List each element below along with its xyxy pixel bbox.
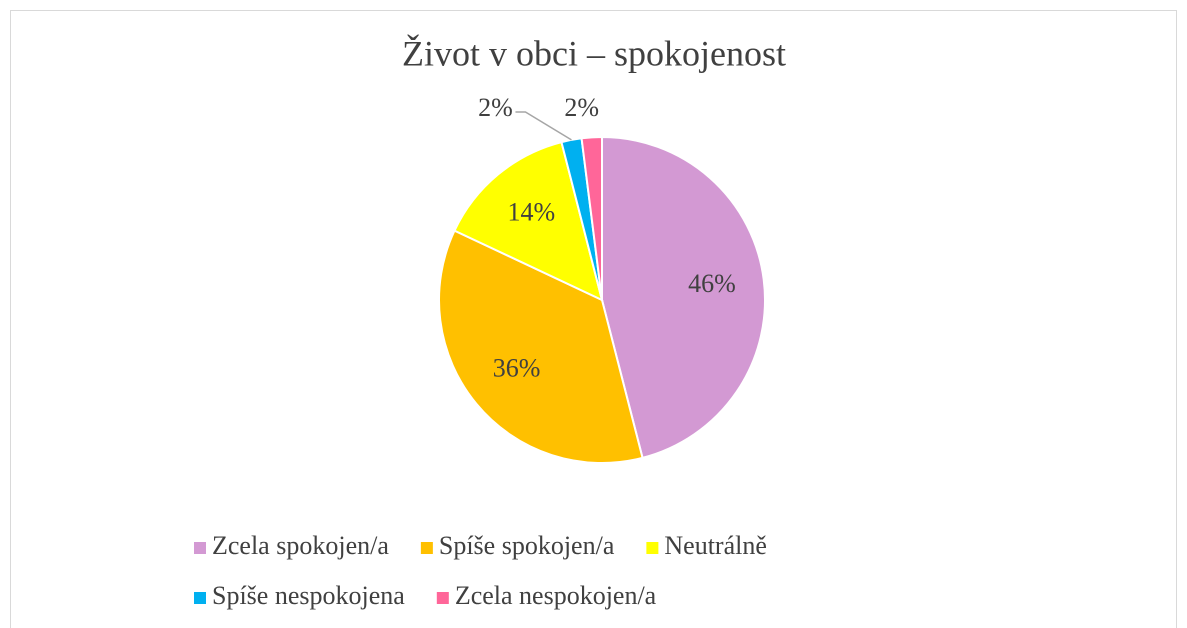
leader-line	[515, 111, 572, 141]
data-label: 36%	[493, 354, 541, 383]
legend-swatch	[194, 592, 206, 604]
legend-swatch	[646, 542, 659, 554]
legend-label: Spíše nespokojena	[212, 581, 405, 610]
legend-label: Spíše spokojen/a	[439, 531, 615, 560]
data-label: 2%	[478, 93, 513, 122]
legend-swatch	[420, 542, 433, 554]
legend-swatch	[436, 592, 449, 604]
pie-slice	[438, 229, 644, 464]
legend-label: Zcela nespokojen/a	[455, 581, 657, 610]
legend-label: Neutrálně	[664, 531, 767, 560]
legend-swatch	[194, 542, 206, 554]
legend-label: Zcela spokojen/a	[212, 531, 389, 560]
pie-slice	[580, 135, 603, 301]
pie-slice	[601, 135, 766, 460]
data-label: 2%	[564, 93, 599, 122]
data-label: 46%	[688, 269, 736, 298]
data-label: 14%	[508, 198, 556, 227]
pie-slice	[453, 140, 604, 302]
chart-title: Život v obci – spokojenost	[402, 33, 786, 73]
chart-border	[10, 10, 1177, 628]
